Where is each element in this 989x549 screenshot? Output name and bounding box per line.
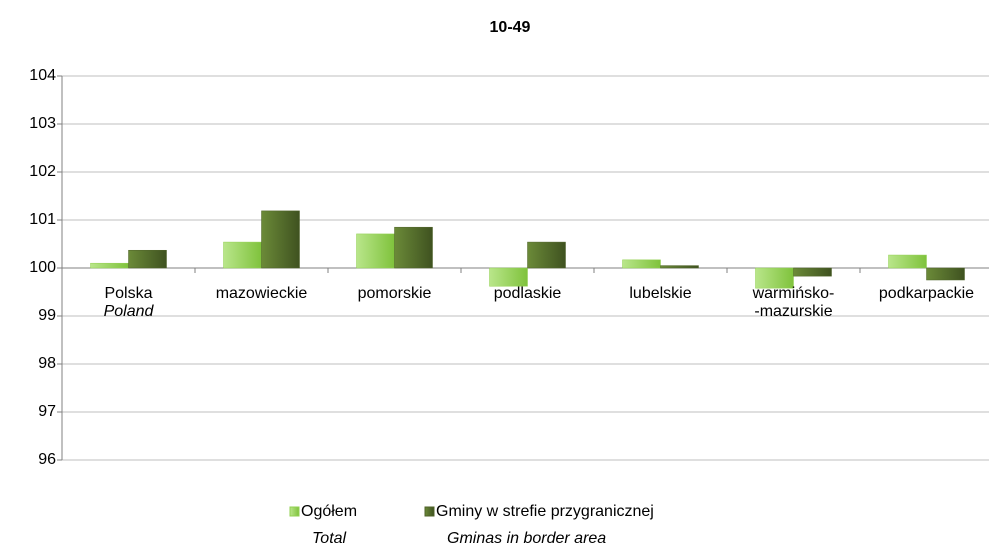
bar: [926, 267, 965, 281]
bar: [356, 233, 395, 269]
bar: [888, 254, 927, 269]
x-tick-label: warmińsko-: [752, 285, 835, 302]
bar: [90, 262, 129, 269]
y-tick-label: 100: [29, 259, 56, 276]
y-tick-label: 96: [38, 451, 56, 468]
bar: [660, 265, 699, 269]
y-tick-label: 98: [38, 355, 56, 372]
bar: [489, 267, 528, 287]
x-tick-label: -mazurskie: [754, 303, 832, 320]
y-tick-label: 102: [29, 163, 56, 180]
y-tick-label: 104: [29, 67, 56, 84]
x-tick-label: Poland: [104, 303, 155, 320]
y-tick-label: 97: [38, 403, 56, 420]
x-tick-label: podkarpackie: [879, 285, 974, 302]
x-tick-label: podlaskie: [494, 285, 562, 302]
bar: [622, 259, 661, 269]
legend-swatch: [289, 506, 300, 517]
x-tick-label: lubelskie: [629, 285, 691, 302]
bar: [527, 241, 566, 269]
bar: [128, 249, 167, 269]
chart-title: 10-49: [490, 19, 531, 36]
bar: [394, 226, 433, 269]
bar: [793, 267, 832, 277]
y-tick-label: 101: [29, 211, 56, 228]
legend-label-en: Gminas in border area: [447, 530, 606, 547]
legend-label-en: Total: [312, 530, 347, 547]
legend-label: Gminy w strefie przygranicznej: [436, 503, 654, 520]
legend-label: Ogółem: [301, 503, 357, 520]
x-tick-label: mazowieckie: [216, 285, 308, 302]
bar: [755, 267, 794, 289]
bar: [261, 210, 300, 269]
bar: [223, 241, 262, 269]
y-tick-label: 99: [38, 307, 56, 324]
y-tick-label: 103: [29, 115, 56, 132]
legend-swatch: [424, 506, 435, 517]
x-tick-label: Polska: [104, 285, 152, 302]
x-tick-label: pomorskie: [358, 285, 432, 302]
